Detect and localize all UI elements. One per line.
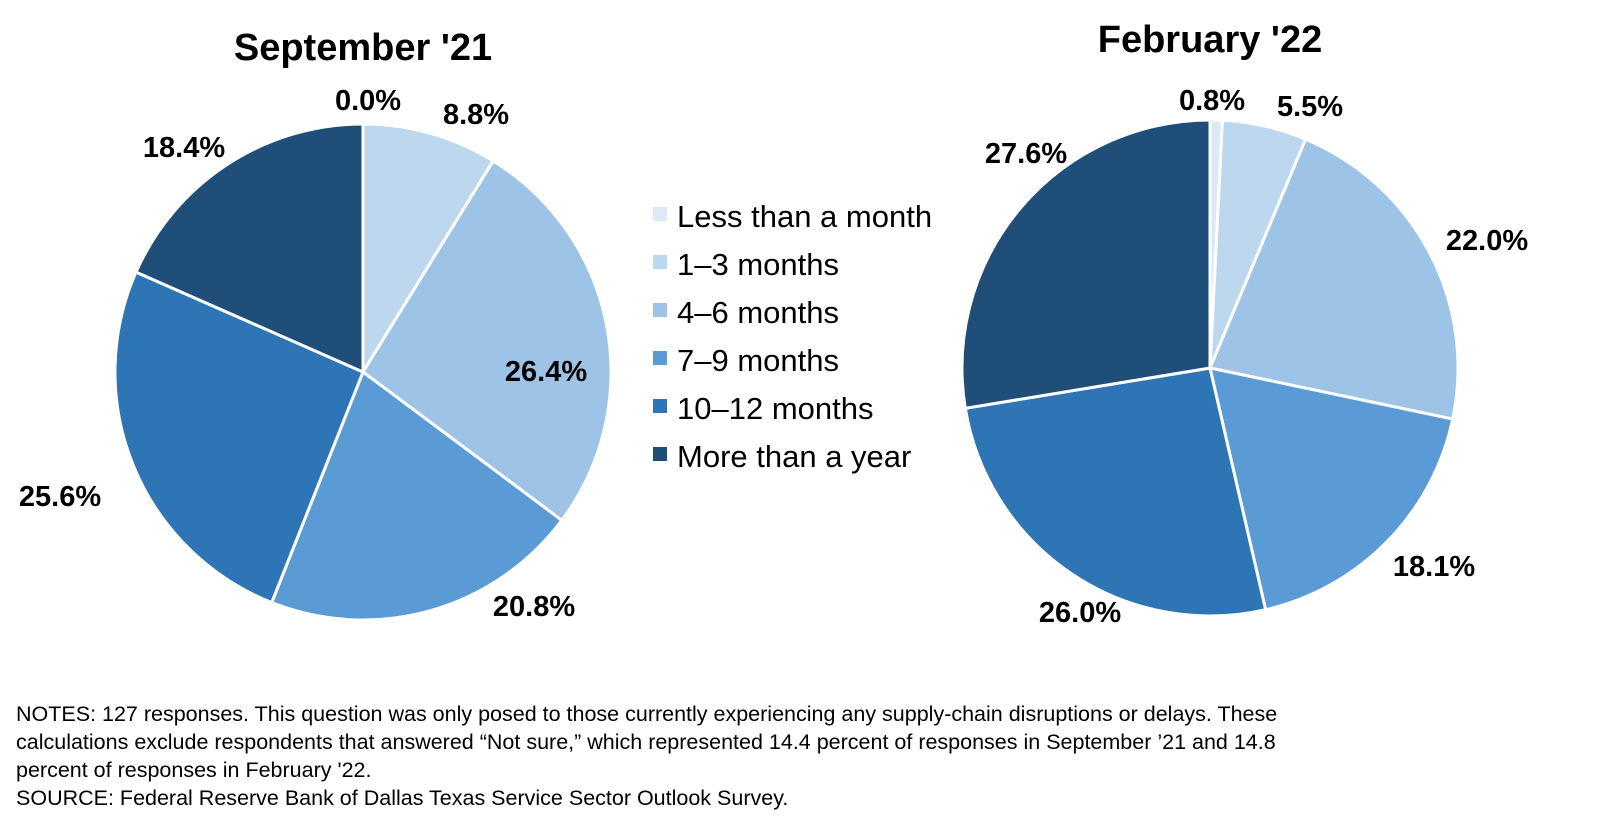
slice-label-3: 26.4% (505, 356, 587, 388)
slice-label-4: 20.8% (493, 591, 575, 623)
legend: Less than a month 1–3 months 4–6 months 7–9… (653, 199, 932, 474)
pie-slice-2 (361, 122, 495, 374)
legend-label-2: 1–3 months (677, 247, 839, 282)
legend-swatch-4 (653, 351, 667, 365)
pie-slice-4 (270, 370, 564, 622)
pie-chart-february-22: February '22 0.8% 5.5% 22.0% 18.1% 26.0% 27.6% (960, 19, 1528, 629)
legend-swatch-6 (653, 447, 667, 461)
slice-label-6: 27.6% (985, 138, 1067, 170)
notes-section: NOTES: 127 responses. This question was … (16, 700, 1596, 812)
pie-charts: September '21 0.0% 8.8% 26.4% 20.8% 25.6% 18.4… (19, 19, 1528, 629)
legend-label-1: Less than a month (677, 199, 932, 234)
slice-label-3: 22.0% (1446, 225, 1528, 257)
notes-line-1: NOTES: 127 responses. This question was … (16, 702, 1278, 726)
pie-slice-3 (361, 159, 613, 522)
slice-label-2: 5.5% (1277, 91, 1343, 123)
pie-slice-6 (960, 118, 1212, 410)
slice-label-5: 26.0% (1039, 597, 1121, 629)
slice-label-1: 0.8% (1179, 85, 1245, 117)
pie-slice-5 (963, 366, 1268, 618)
legend-swatch-5 (653, 399, 667, 413)
pie-slice-3 (1208, 137, 1460, 421)
pie-slice-4 (1208, 366, 1455, 612)
legend-label-6: More than a year (677, 439, 911, 474)
legend-swatch-1 (653, 207, 667, 221)
pie-slice-6 (134, 122, 365, 374)
slice-label-2: 8.8% (443, 99, 509, 131)
pie-chart-september-21: September '21 0.0% 8.8% 26.4% 20.8% 25.6% 18.4… (19, 27, 613, 623)
legend-label-4: 7–9 months (677, 343, 839, 378)
legend-label-5: 10–12 months (677, 391, 873, 426)
slice-label-4: 18.1% (1393, 551, 1475, 583)
notes-line-3: percent of responses in February '22. (16, 758, 372, 782)
source-line: SOURCE: Federal Reserve Bank of Dallas T… (16, 786, 789, 810)
legend-swatch-3 (653, 303, 667, 317)
pie-slice-5 (113, 270, 365, 605)
chart-title: September '21 (234, 27, 492, 69)
slice-label-1: 0.0% (335, 85, 401, 117)
notes-line-2: calculations exclude respondents that an… (16, 730, 1276, 754)
slice-label-5: 25.6% (19, 481, 101, 513)
legend-label-3: 4–6 months (677, 295, 839, 330)
slice-label-6: 18.4% (143, 132, 225, 164)
legend-swatch-2 (653, 255, 667, 269)
chart-title: February '22 (1098, 19, 1322, 61)
